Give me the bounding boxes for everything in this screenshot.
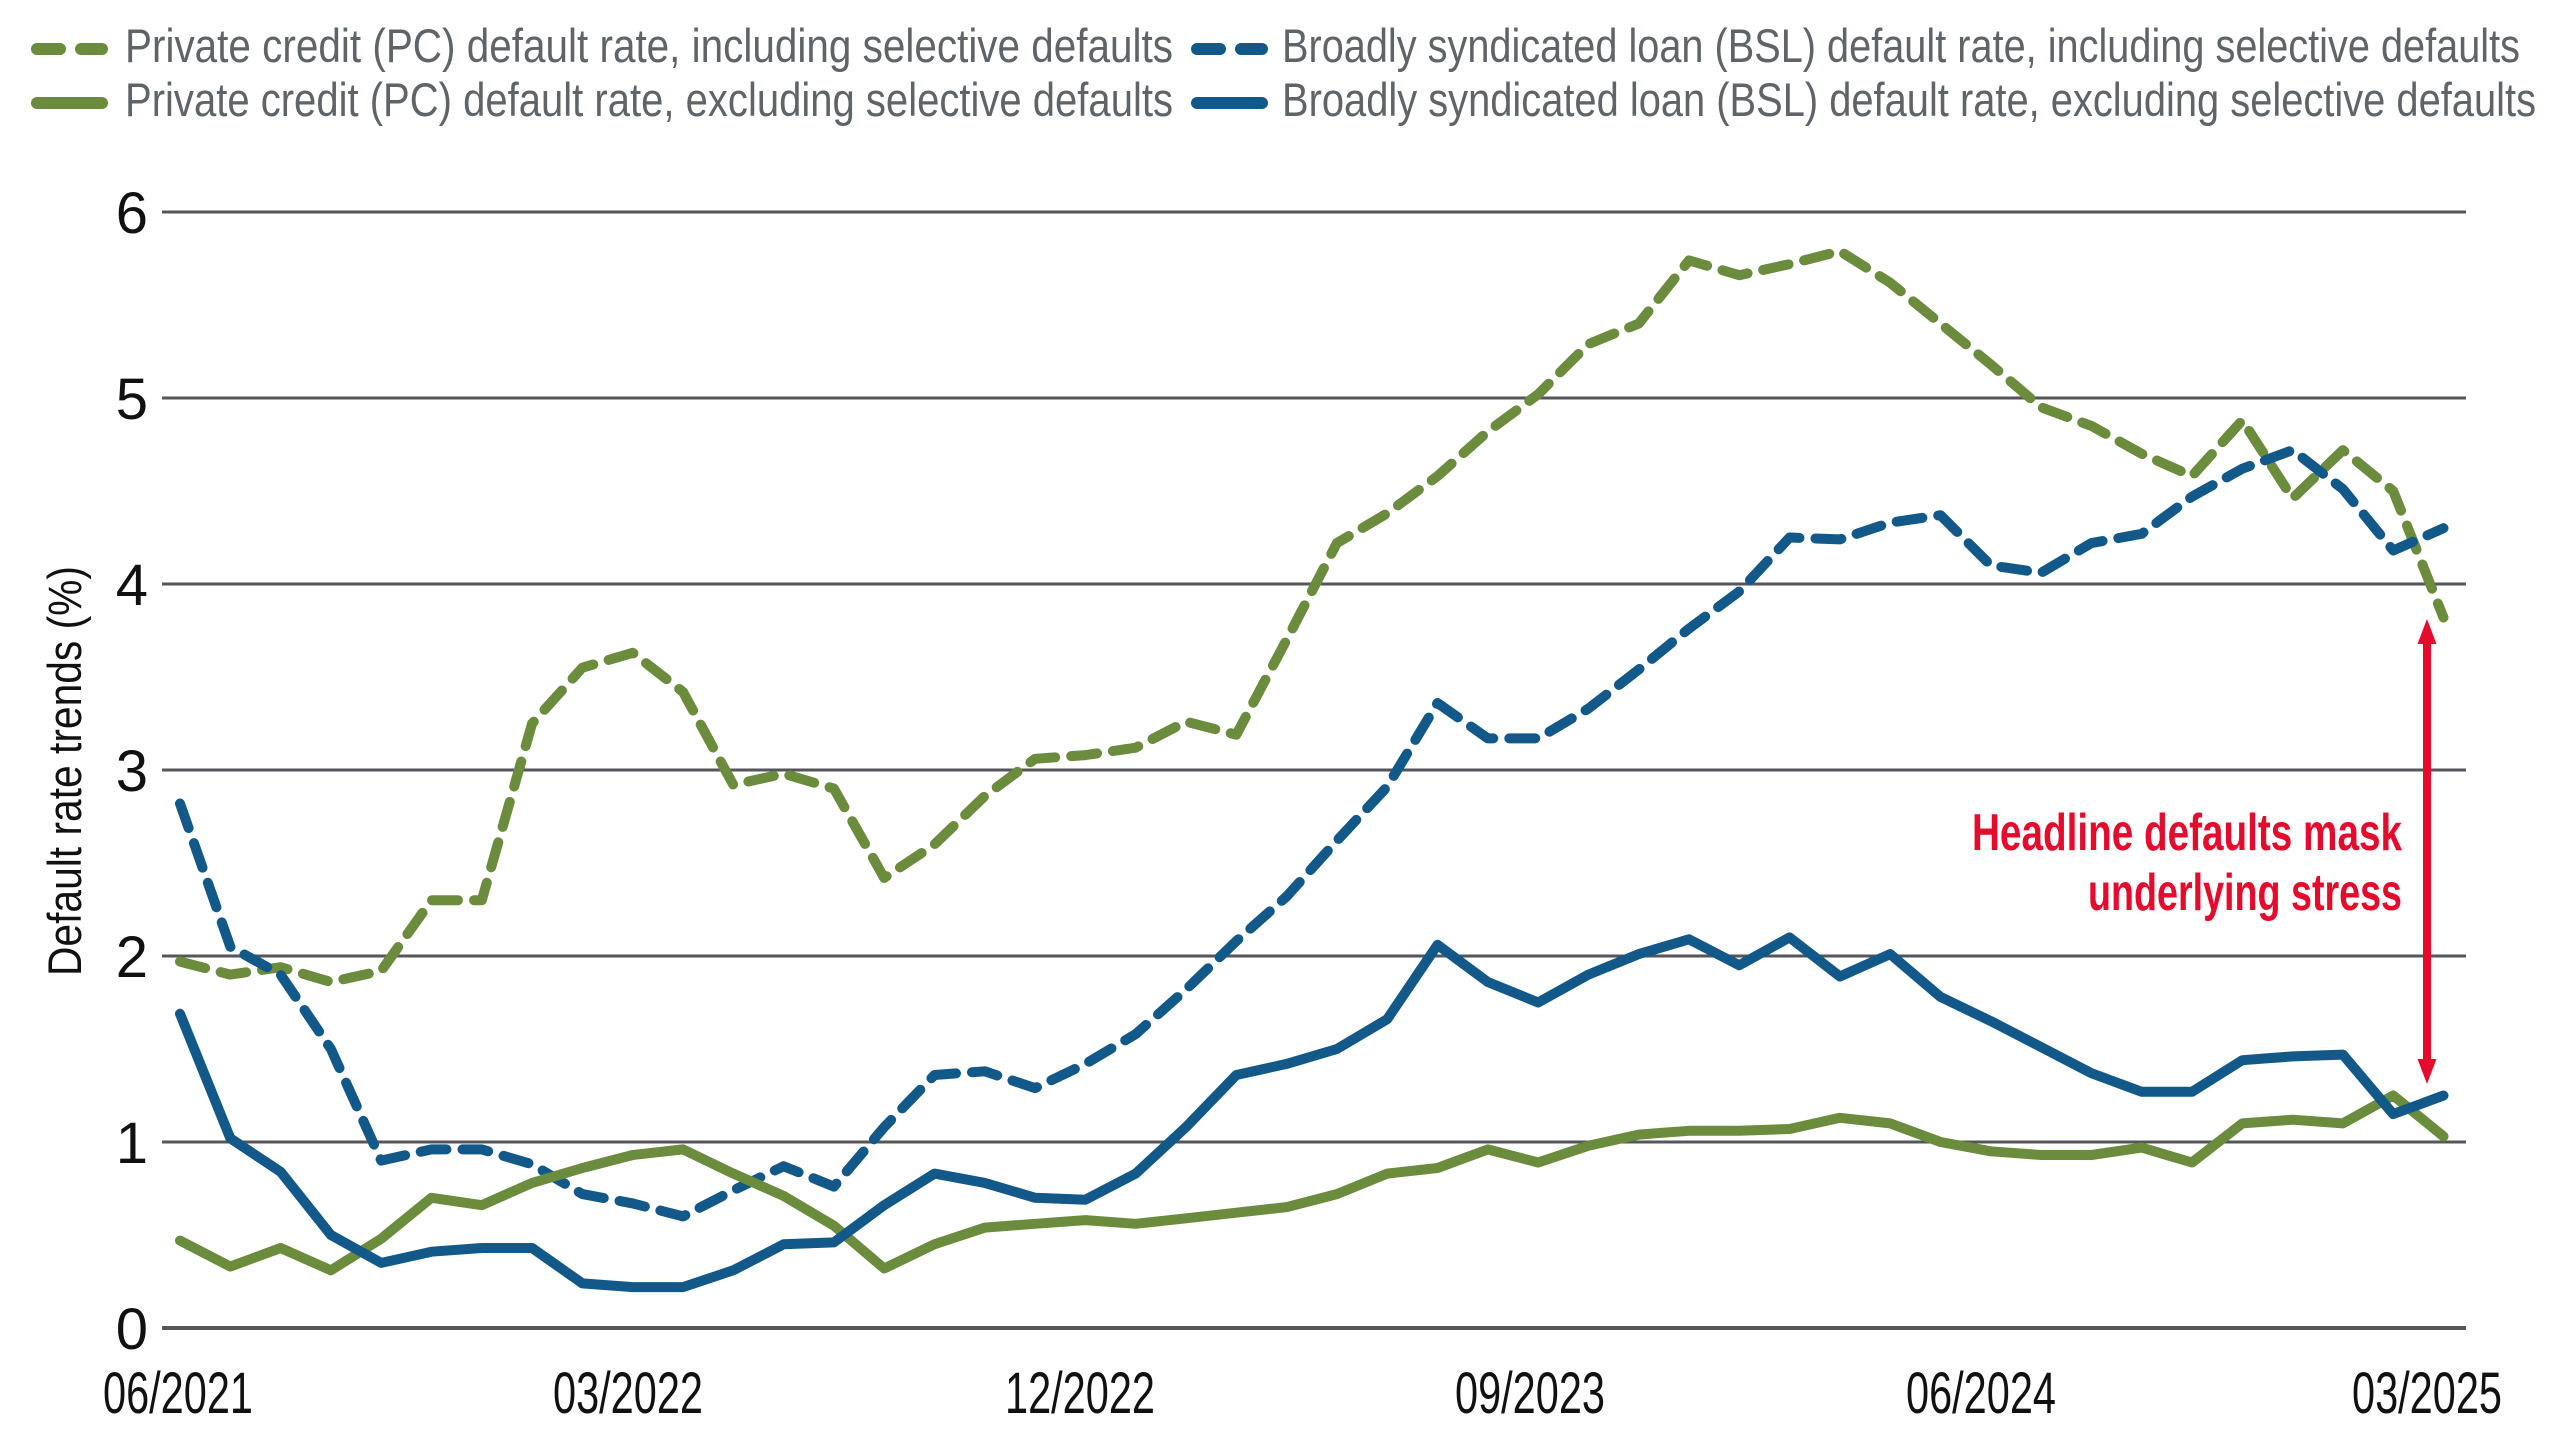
svg-text:underlying stress: underlying stress [2088,864,2402,922]
svg-text:3: 3 [116,739,148,804]
svg-text:5: 5 [116,367,148,432]
svg-text:Headline defaults mask: Headline defaults mask [1972,804,2402,862]
svg-text:Private credit (PC) default ra: Private credit (PC) default rate, includ… [125,19,1173,72]
svg-text:06/2024: 06/2024 [1906,1361,2056,1426]
svg-text:09/2023: 09/2023 [1455,1361,1605,1426]
svg-text:Broadly syndicated loan (BSL): Broadly syndicated loan (BSL) default ra… [1282,19,2520,72]
svg-text:1: 1 [116,1111,148,1176]
svg-text:Broadly syndicated loan (BSL): Broadly syndicated loan (BSL) default ra… [1282,73,2536,126]
svg-text:6: 6 [116,181,148,246]
svg-text:4: 4 [116,553,148,618]
svg-text:03/2022: 03/2022 [553,1361,703,1426]
svg-text:Private credit (PC) default ra: Private credit (PC) default rate, exclud… [125,73,1173,126]
svg-text:12/2022: 12/2022 [1005,1361,1155,1426]
svg-text:06/2021: 06/2021 [103,1361,253,1426]
svg-text:03/2025: 03/2025 [2352,1361,2502,1426]
svg-text:Default rate trends (%): Default rate trends (%) [38,566,91,976]
svg-text:2: 2 [116,925,148,990]
svg-text:0: 0 [116,1297,148,1362]
